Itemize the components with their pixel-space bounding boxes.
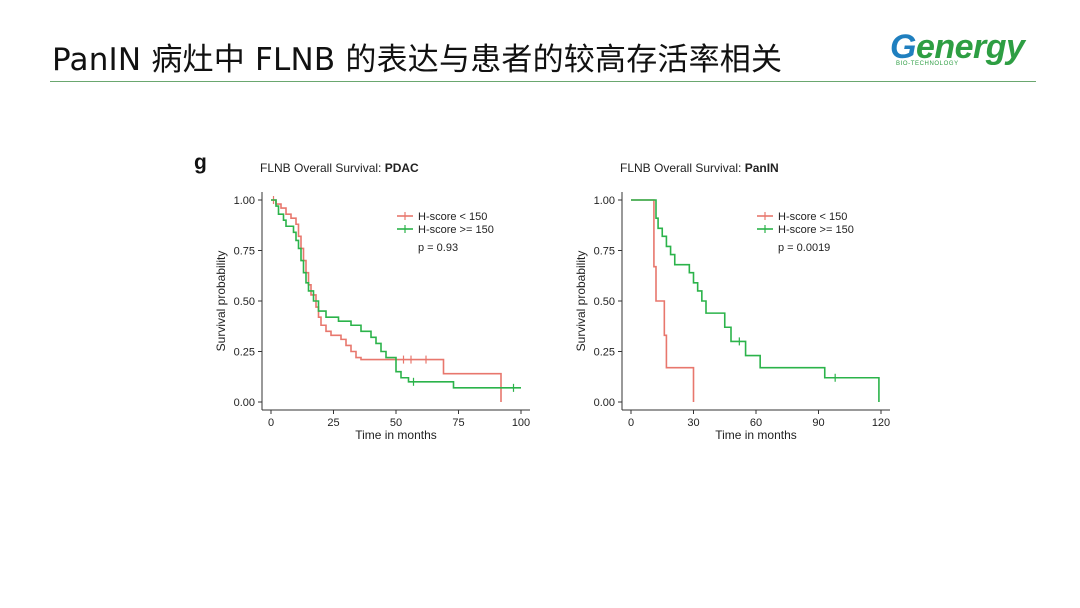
title-divider	[50, 81, 1036, 82]
x-axis-label: Time in months	[715, 428, 797, 442]
legend-label: H-score < 150	[778, 211, 847, 223]
y-tick-label: 0.25	[594, 347, 615, 359]
logo-wordmark-cap: G	[890, 28, 916, 66]
y-tick-label: 1.00	[594, 195, 615, 207]
x-tick-label: 25	[327, 417, 339, 429]
legend-label: H-score >= 150	[418, 224, 494, 236]
km-curve-high	[271, 199, 521, 389]
x-tick-label: 100	[512, 417, 530, 429]
km-curve-low	[631, 199, 695, 402]
x-tick-label: 50	[390, 417, 402, 429]
x-tick-label: 75	[452, 417, 464, 429]
x-tick-label: 120	[872, 417, 890, 429]
y-tick-label: 0.75	[234, 246, 255, 258]
slide-title: PanIN 病灶中 FLNB 的表达与患者的较高存活率相关	[52, 42, 783, 78]
p-value-annotation: p = 0.93	[418, 242, 458, 254]
x-tick-label: 30	[687, 417, 699, 429]
y-tick-label: 0.50	[234, 296, 255, 308]
km-curve-high	[631, 199, 880, 402]
km-chart-pdac: FLNB Overall Survival: PDAC 0.00 0.25 0.50 0…	[214, 161, 530, 442]
chart-title-bold: PanIN	[745, 161, 779, 175]
x-tick-label: 0	[268, 417, 274, 429]
legend-label: H-score >= 150	[778, 224, 854, 236]
panel-letter: g	[194, 151, 207, 174]
chart-title-bold: PDAC	[385, 161, 419, 175]
km-chart-panin: FLNB Overall Survival: PanIN 0.00 0.25 0.50…	[574, 161, 890, 442]
y-tick-label: 0.25	[234, 347, 255, 359]
p-value-annotation: p = 0.0019	[778, 242, 830, 254]
chart-title-prefix: FLNB Overall Survival:	[620, 161, 745, 175]
y-tick-label: 0.00	[594, 397, 615, 409]
chart-title: FLNB Overall Survival: PDAC	[260, 161, 419, 175]
logo-wordmark-rest: energy	[915, 28, 1025, 66]
x-tick-label: 60	[750, 417, 762, 429]
x-axis-label: Time in months	[355, 428, 437, 442]
y-tick-label: 0.50	[594, 296, 615, 308]
logo-wordmark: Genergy	[890, 28, 1025, 66]
x-tick-label: 0	[628, 417, 634, 429]
chart-title-prefix: FLNB Overall Survival:	[260, 161, 385, 175]
chart-title: FLNB Overall Survival: PanIN	[620, 161, 779, 175]
logo-subtext: BIO-TECHNOLOGY	[896, 61, 959, 67]
y-axis-label: Survival probability	[214, 251, 228, 352]
y-tick-label: 1.00	[234, 195, 255, 207]
genergy-logo: Genergy BIO-TECHNOLOGY	[890, 28, 1040, 74]
y-tick-label: 0.75	[594, 246, 615, 258]
x-tick-label: 90	[812, 417, 824, 429]
y-axis-label: Survival probability	[574, 251, 588, 352]
legend-label: H-score < 150	[418, 211, 487, 223]
y-tick-label: 0.00	[234, 397, 255, 409]
